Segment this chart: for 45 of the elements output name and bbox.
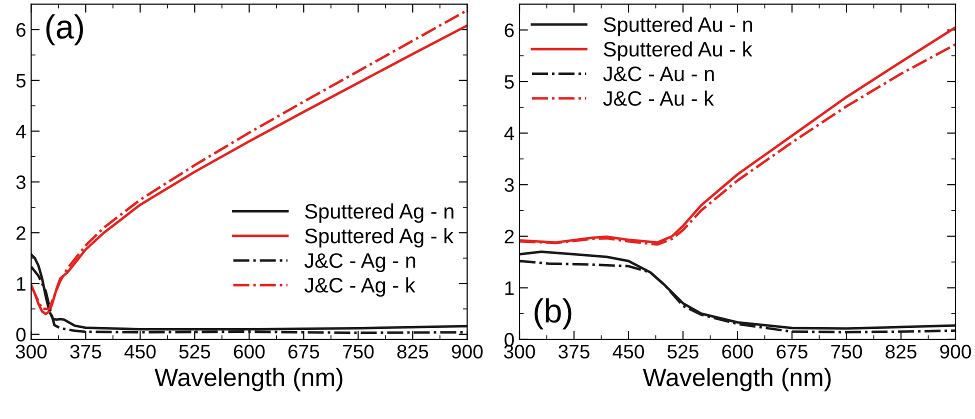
legend-label: Sputtered Au - n bbox=[604, 16, 752, 36]
y-tick-label: 0 bbox=[16, 328, 26, 342]
x-tick-label: 900 bbox=[452, 344, 483, 359]
y-tick-label: 5 bbox=[16, 74, 26, 88]
y-tick-label: 6 bbox=[16, 23, 26, 37]
x-tick-label: 750 bbox=[342, 344, 374, 359]
x-tick-label: 750 bbox=[831, 344, 862, 359]
x-tick-label: 450 bbox=[124, 344, 156, 359]
x-tick-label: 600 bbox=[234, 344, 265, 359]
x-tick-label: 525 bbox=[179, 344, 210, 359]
y-tick-label: 3 bbox=[16, 175, 26, 190]
x-tick-label: 525 bbox=[668, 344, 698, 359]
y-tick-label: 6 bbox=[504, 23, 514, 38]
x-axis-title: Wavelength (nm) bbox=[154, 368, 342, 392]
x-tick-label: 375 bbox=[70, 344, 102, 359]
x-tick-label: 675 bbox=[288, 344, 320, 359]
x-axis-title: Wavelength (nm) bbox=[642, 368, 831, 392]
legend-label: J&C - Au - n bbox=[603, 66, 714, 82]
x-tick-label: 825 bbox=[886, 344, 916, 359]
x-tick-label: 450 bbox=[612, 344, 644, 359]
legend-label: J&C - Au - k bbox=[603, 90, 714, 106]
x-tick-label: 600 bbox=[722, 344, 753, 359]
legend-label: Sputtered Ag - k bbox=[305, 228, 454, 248]
y-tick-label: 2 bbox=[16, 226, 26, 240]
y-tick-label: 5 bbox=[504, 75, 514, 89]
y-tick-label: 4 bbox=[16, 124, 26, 138]
line-series bbox=[520, 250, 956, 330]
legend-label: Sputtered Ag - n bbox=[305, 203, 454, 223]
y-tick-label: 1 bbox=[17, 277, 26, 291]
legend-label: J&C - Ag - k bbox=[304, 277, 416, 297]
y-tick-label: 4 bbox=[504, 126, 514, 140]
y-tick-label: 1 bbox=[505, 281, 514, 295]
x-tick-label: 375 bbox=[558, 344, 590, 359]
y-tick-label: 3 bbox=[504, 178, 514, 192]
line-series bbox=[31, 253, 468, 330]
x-tick-label: 300 bbox=[16, 344, 47, 359]
annotation: (a) bbox=[46, 14, 83, 46]
x-tick-label: 300 bbox=[504, 344, 535, 359]
y-tick-label: 2 bbox=[504, 230, 514, 244]
x-tick-label: 900 bbox=[940, 344, 971, 359]
x-tick-label: 675 bbox=[776, 344, 808, 359]
legend-label: J&C - Ag - n bbox=[304, 253, 416, 272]
legend-label: Sputtered Au - k bbox=[604, 41, 752, 61]
annotation: (b) bbox=[534, 298, 572, 330]
x-tick-label: 825 bbox=[397, 344, 428, 359]
